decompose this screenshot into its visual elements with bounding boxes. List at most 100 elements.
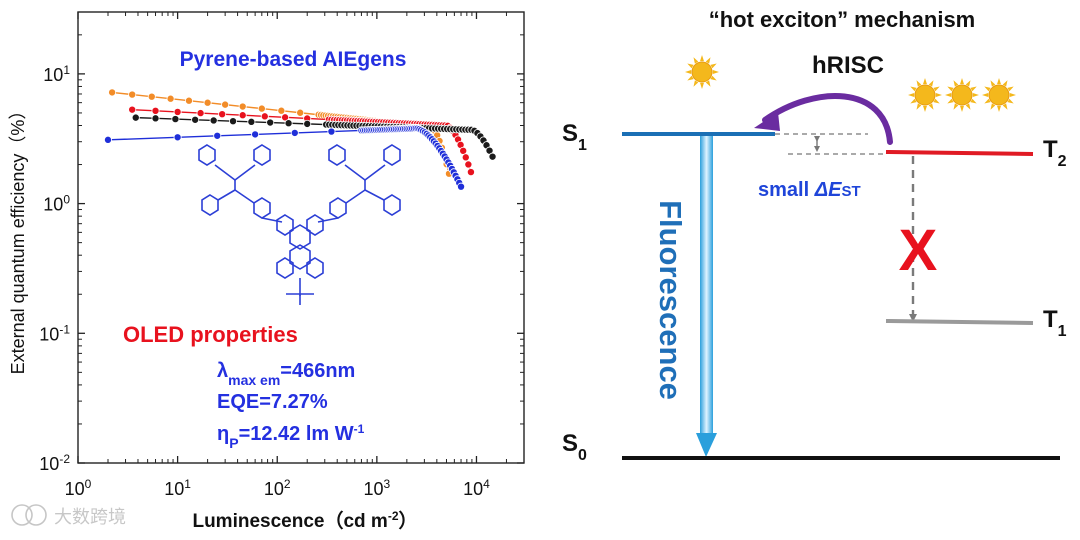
sun-ray bbox=[710, 75, 717, 81]
data-point bbox=[213, 131, 222, 140]
sun-ray bbox=[910, 98, 917, 104]
sun-ray bbox=[970, 86, 977, 92]
t2-level bbox=[885, 150, 1034, 156]
sun-ray bbox=[705, 57, 711, 64]
data-point bbox=[296, 108, 305, 117]
eqe-value: EQE=7.27% bbox=[217, 391, 328, 413]
data-point bbox=[166, 94, 175, 103]
data-point bbox=[103, 135, 112, 144]
data-point bbox=[151, 106, 160, 115]
data-point bbox=[466, 168, 475, 177]
sun-ray bbox=[947, 86, 954, 92]
data-point bbox=[281, 113, 290, 122]
t2-label: T2 bbox=[1043, 136, 1067, 170]
data-point bbox=[238, 111, 247, 120]
sun-ray bbox=[933, 98, 940, 104]
data-point bbox=[303, 119, 312, 128]
sun-ray bbox=[687, 63, 694, 69]
data-point bbox=[229, 117, 238, 126]
data-point bbox=[173, 107, 182, 116]
data-point bbox=[221, 100, 230, 109]
data-point bbox=[290, 128, 299, 137]
data-point bbox=[260, 112, 269, 121]
sun-ray bbox=[700, 82, 704, 89]
sun-core bbox=[951, 84, 973, 106]
t1-label: T1 bbox=[1043, 306, 1067, 340]
power-efficiency: ηP=12.42 lm W-1 bbox=[217, 422, 365, 451]
sun-ray bbox=[997, 105, 1001, 112]
series-line bbox=[107, 127, 462, 187]
data-point bbox=[457, 182, 466, 191]
x-tick-label: 103 bbox=[363, 477, 390, 499]
data-point bbox=[238, 102, 247, 111]
sun-ray bbox=[916, 80, 922, 87]
sun-ray bbox=[712, 70, 719, 74]
sun-ray bbox=[710, 63, 717, 69]
hrisc-label: hRISC bbox=[812, 52, 884, 79]
data-point bbox=[247, 117, 256, 126]
data-point bbox=[251, 130, 260, 139]
sun-icon bbox=[945, 78, 979, 112]
eqe-chart: 100 101 102 103 104 10-2 10-1 100 101 Pyrene-ba… bbox=[8, 11, 525, 532]
data-point bbox=[284, 119, 293, 128]
plot-frame bbox=[77, 11, 525, 464]
data-point bbox=[459, 146, 468, 155]
fluorescence-label: Fluorescence bbox=[653, 200, 688, 400]
sun-core bbox=[914, 84, 936, 106]
data-point bbox=[151, 114, 160, 123]
mechanism-title: “hot exciton” mechanism bbox=[709, 7, 976, 32]
y-axis-label: External quantum efficiency（%） bbox=[8, 102, 28, 375]
data-series bbox=[103, 88, 497, 191]
data-point bbox=[191, 115, 200, 124]
data-point bbox=[266, 118, 275, 127]
sun-ray bbox=[916, 103, 922, 110]
sun-ray bbox=[1009, 93, 1016, 97]
s1-label: S1 bbox=[562, 120, 587, 154]
sun-ray bbox=[984, 86, 991, 92]
sun-ray bbox=[685, 70, 692, 74]
sun-icon bbox=[908, 78, 942, 112]
sun-ray bbox=[908, 93, 915, 97]
sun-ray bbox=[972, 93, 979, 97]
sun-ray bbox=[700, 55, 704, 62]
x-axis-label: Luminescence（cd m-2） bbox=[192, 509, 417, 532]
series-blue bbox=[103, 124, 466, 191]
data-point bbox=[203, 98, 212, 107]
data-point bbox=[128, 90, 137, 99]
sun-ray bbox=[693, 80, 699, 87]
data-point bbox=[173, 133, 182, 142]
blocked-x-mark: X bbox=[899, 218, 938, 283]
s0-label: S0 bbox=[562, 430, 587, 464]
hrisc-arrow bbox=[762, 93, 893, 145]
data-point bbox=[277, 106, 286, 115]
sun-ray bbox=[933, 86, 940, 92]
sun-ray bbox=[923, 105, 927, 112]
watermark: 大数跨境 bbox=[11, 504, 126, 527]
sun-ray bbox=[923, 78, 927, 85]
sun-ray bbox=[928, 103, 934, 110]
fluorescence-arrowhead bbox=[696, 433, 717, 457]
data-point bbox=[147, 92, 156, 101]
data-point bbox=[257, 104, 266, 113]
data-point bbox=[196, 109, 205, 118]
data-point bbox=[488, 152, 497, 161]
data-point bbox=[327, 127, 336, 136]
sun-ray bbox=[1002, 80, 1008, 87]
sun-ray bbox=[687, 75, 694, 81]
sun-ray bbox=[935, 93, 942, 97]
sun-ray bbox=[982, 93, 989, 97]
sun-ray bbox=[953, 80, 959, 87]
sun-ray bbox=[997, 78, 1001, 85]
data-point bbox=[464, 160, 473, 169]
y-axis-ticks: 10-2 10-1 100 101 bbox=[39, 11, 524, 474]
sun-ray bbox=[693, 57, 699, 64]
y-tick-label: 101 bbox=[43, 63, 70, 85]
data-point bbox=[209, 116, 218, 125]
data-point bbox=[108, 88, 117, 97]
sun-ray bbox=[953, 103, 959, 110]
sun-ray bbox=[1007, 86, 1014, 92]
data-point bbox=[128, 105, 137, 114]
data-point bbox=[218, 110, 227, 119]
data-point bbox=[131, 113, 140, 122]
